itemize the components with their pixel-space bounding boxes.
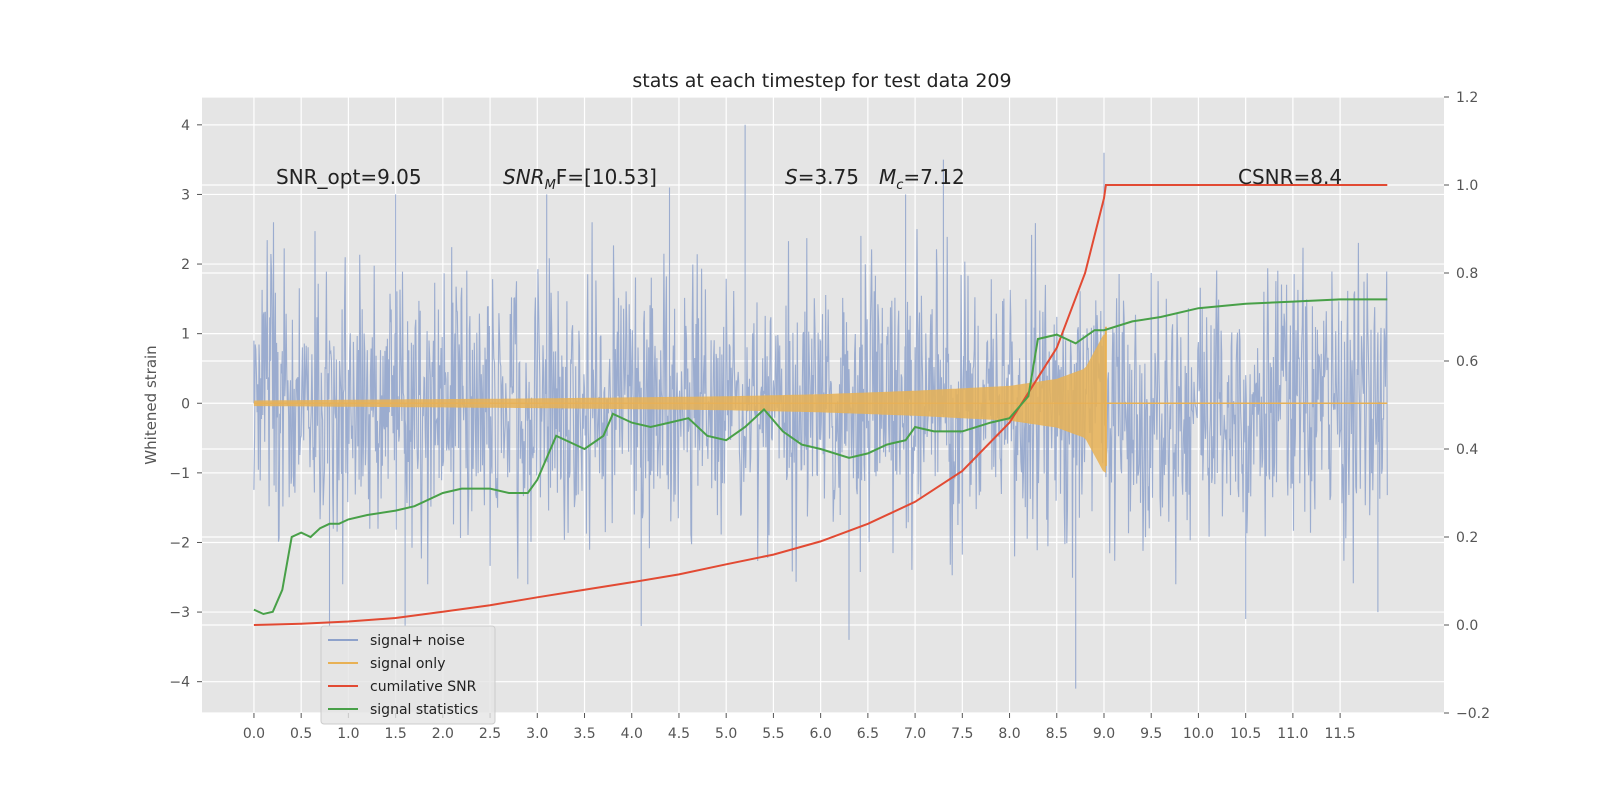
legend-box [320,625,496,725]
cumulative-snr-line [253,184,1388,626]
y-tick-label: −1 [169,466,190,482]
signal-statistics-line [253,298,1388,616]
x-tick-label: 0.5 [290,726,312,742]
annotations: SNR_opt=9.05 SNRMF=[10.53] S=3.75 Mc=7.1… [276,165,1342,193]
legend-label-signal-only: signal only [370,656,445,672]
series-signal-noise [253,124,1388,689]
x-tick-label: 4.5 [668,726,690,742]
x-tick-label: 5.0 [715,726,737,742]
annotation-snr-mf: SNRMF=[10.53] [503,165,657,193]
annotation-snr-opt: SNR_opt=9.05 [276,165,422,189]
legend-label-signal-statistics: signal statistics [370,702,478,718]
x-tick-label: 2.5 [479,726,501,742]
x-tick-label: 3.5 [573,726,595,742]
axis-ticks: 0.0 0.5 1.0 1.5 2.0 2.5 3.0 3.5 4.0 4.5 5.0 5.5 6.0 6… [169,90,1490,742]
y2-tick-label: −0.2 [1456,706,1490,722]
x-tick-label: 5.5 [762,726,784,742]
x-tick-label: 1.5 [384,726,406,742]
x-tick-label: 8.0 [998,726,1020,742]
signal-noise-line [253,124,1388,689]
annotation-mc: Mc=7.12 [879,165,965,193]
x-tick-label: 10.0 [1183,726,1214,742]
y2-tick-label: 1.2 [1456,90,1478,106]
x-tick-label: 0.0 [243,726,265,742]
y-tick-label: −4 [169,675,190,691]
x-tick-label: 10.5 [1230,726,1261,742]
x-tick-label: 9.5 [1140,726,1162,742]
x-tick-label: 6.5 [857,726,879,742]
legend: signal+ noise signal only cumilative SNR… [320,625,496,725]
y-tick-label: 0 [181,396,190,412]
legend-label-cumulative-snr: cumilative SNR [370,679,477,695]
y-tick-label: −3 [169,605,190,621]
series-cumulative-snr [253,184,1388,626]
x-tick-label: 4.0 [621,726,643,742]
y2-tick-label: 0.2 [1456,530,1478,546]
x-tick-label: 3.0 [526,726,548,742]
x-tick-label: 9.0 [1093,726,1115,742]
x-tick-label: 6.0 [810,726,832,742]
annotation-s: S=3.75 [785,165,859,189]
y2-tick-label: 0.0 [1456,618,1478,634]
y-tick-label: 1 [181,327,190,343]
y2-tick-label: 0.8 [1456,266,1478,282]
x-tick-label: 7.5 [951,726,973,742]
y-axis-label: Whitened strain [142,345,160,464]
y-tick-label: −2 [169,535,190,551]
x-tick-label: 7.0 [904,726,926,742]
legend-label-signal-noise: signal+ noise [370,633,465,649]
x-tick-label: 11.0 [1277,726,1308,742]
x-tick-label: 1.0 [337,726,359,742]
y2-tick-label: 0.4 [1456,442,1478,458]
x-tick-label: 8.5 [1046,726,1068,742]
annotation-csnr: CSNR=8.4 [1238,165,1342,189]
y2-tick-label: 1.0 [1456,178,1478,194]
chart-title: stats at each timestep for test data 209 [632,70,1011,92]
y-tick-label: 2 [181,257,190,273]
x-tick-label: 11.5 [1325,726,1356,742]
y-tick-label: 4 [181,118,190,134]
x-tick-label: 2.0 [432,726,454,742]
series-signal-only [253,326,1388,473]
y-tick-label: 3 [181,187,190,203]
y2-tick-label: 0.6 [1456,354,1478,370]
series-signal-statistics [253,298,1388,616]
